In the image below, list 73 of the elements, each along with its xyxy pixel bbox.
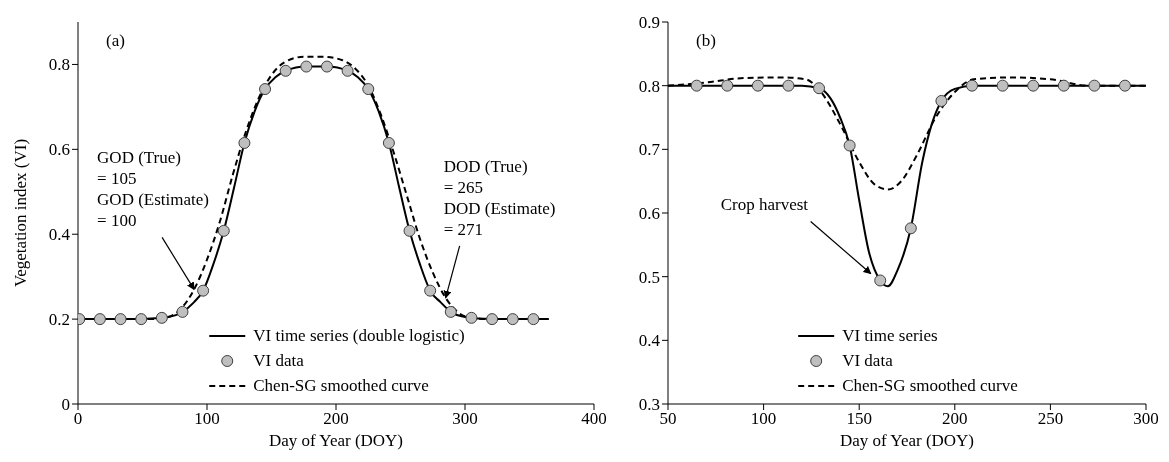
x-tick-label: 150: [846, 409, 872, 429]
point: [424, 284, 437, 297]
point: [93, 313, 106, 326]
point: [155, 311, 168, 324]
legend-label: VI data: [253, 350, 304, 372]
point: [238, 136, 251, 149]
text: (b): [696, 31, 716, 50]
point: [751, 79, 764, 92]
x-tick-label: 200: [323, 409, 349, 429]
point: [320, 60, 333, 73]
legend-label: VI time series: [842, 325, 938, 347]
point: [966, 79, 979, 92]
legend-label: Chen-SG smoothed curve: [842, 375, 1018, 397]
y-tick-label: 0.3: [638, 395, 660, 415]
annotation: Crop harvest: [720, 195, 809, 215]
point: [1027, 79, 1040, 92]
y-tick-label: 0.8: [48, 55, 70, 75]
legend-label: VI time series (double logistic): [253, 325, 465, 347]
y-tick-label: 0.7: [638, 140, 661, 160]
point: [527, 313, 540, 326]
point: [506, 313, 519, 326]
point: [996, 79, 1009, 92]
x-tick-label: 300: [1133, 409, 1159, 429]
point: [197, 284, 210, 297]
x-tick-label: 50: [659, 409, 677, 429]
point: [1088, 79, 1101, 92]
x-axis-title: Day of Year (DOY): [839, 431, 975, 450]
point: [465, 311, 478, 324]
point: [114, 313, 127, 326]
y-tick-label: 0.4: [638, 331, 661, 351]
point: [904, 222, 917, 235]
y-tick-label: 0.2: [48, 310, 70, 330]
point: [341, 64, 354, 77]
y-tick-label: 0.9: [638, 13, 660, 33]
point: [279, 64, 292, 77]
legend-label: Chen-SG smoothed curve: [253, 375, 429, 397]
x-tick-label: 100: [194, 409, 220, 429]
point: [217, 224, 230, 237]
x-axis-title: Day of Year (DOY): [268, 431, 404, 450]
point: [721, 79, 734, 92]
x-tick-label: 100: [750, 409, 777, 429]
point: [843, 139, 856, 152]
point: [403, 224, 416, 237]
point: [135, 313, 148, 326]
point: [382, 136, 395, 149]
x-tick-label: 200: [942, 409, 968, 429]
y-tick-label: 0.6: [638, 204, 660, 224]
point: [690, 79, 703, 92]
annotation: DOD (True) = 265 DOD (Estimate) = 271: [443, 156, 556, 239]
point: [782, 79, 795, 92]
text: (a): [106, 31, 125, 50]
point: [813, 82, 826, 95]
point: [935, 94, 948, 107]
annotation: GOD (True) = 105 GOD (Estimate) = 100: [97, 148, 209, 231]
x-tick-label: 300: [452, 409, 478, 429]
y-tick-label: 0.4: [48, 225, 71, 245]
y-axis-title: Vegetation index (VI): [11, 138, 30, 288]
point: [874, 274, 887, 287]
y-tick-label: 0.5: [638, 267, 660, 287]
legend-label: VI data: [842, 350, 893, 372]
point: [300, 60, 313, 73]
y-tick-label: 0.8: [638, 76, 660, 96]
point: [1118, 79, 1131, 92]
x-tick-label: 250: [1037, 409, 1064, 429]
point: [1057, 79, 1070, 92]
point: [362, 83, 375, 96]
point: [444, 305, 457, 318]
x-tick-label: 400: [581, 409, 607, 429]
point: [259, 83, 272, 96]
point: [486, 313, 499, 326]
y-tick-label: 0: [61, 395, 70, 415]
point: [176, 305, 189, 318]
y-tick-label: 0.6: [48, 140, 70, 160]
